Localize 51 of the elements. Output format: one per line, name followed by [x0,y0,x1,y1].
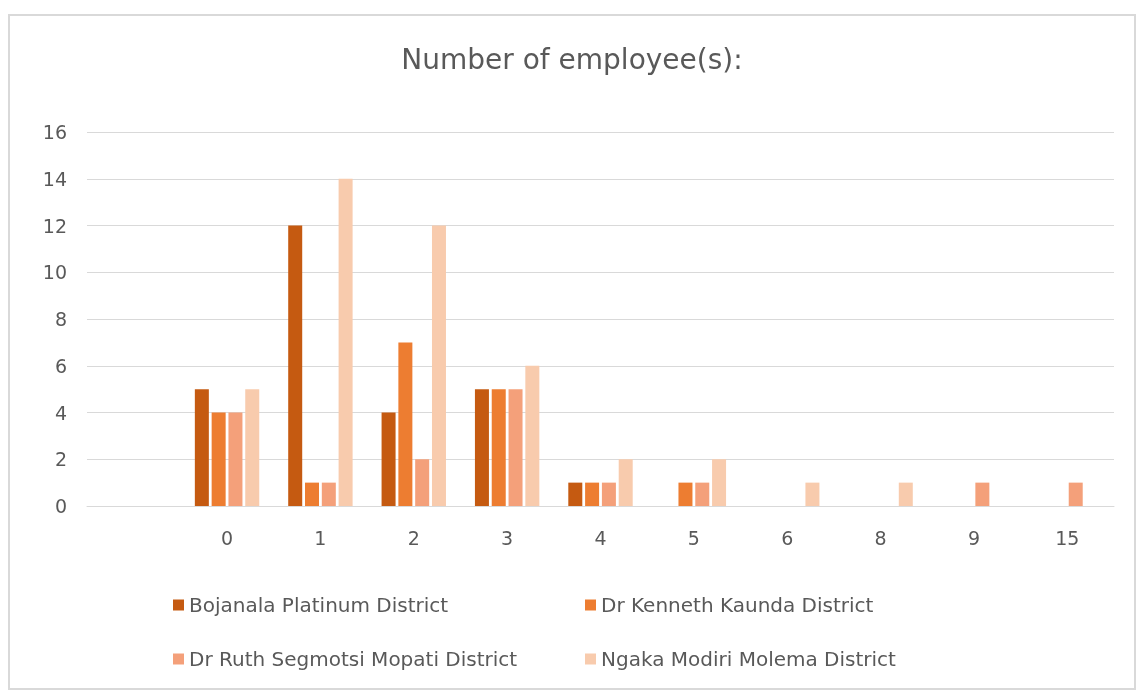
bar [568,482,583,506]
y-tick-label: 12 [42,214,67,237]
y-tick-label: 8 [54,308,67,330]
bar [228,412,243,506]
bar [525,365,540,506]
bar [898,482,913,506]
bar [431,225,446,506]
bar [695,482,710,506]
x-tick-label: 15 [1055,526,1080,549]
bar [805,482,820,506]
bar [288,225,303,506]
bar [618,459,633,506]
y-tick-label: 6 [54,354,67,377]
x-tick-label: 4 [594,526,607,549]
bar [508,389,523,506]
x-tick-label: 8 [874,526,887,549]
bar [491,389,506,506]
chart-title: Number of employee(s): [401,42,743,76]
bar [1068,482,1083,506]
legend-label: Dr Ruth Segmotsi Mopati District [189,647,518,671]
y-tick-label: 14 [42,167,67,190]
y-tick-label: 0 [54,495,67,517]
y-tick-label: 4 [54,401,67,424]
bar [474,389,489,506]
x-tick-label: 3 [501,526,514,549]
bar [585,482,600,506]
legend-label: Bojanala Platinum District [189,593,449,617]
bar [601,482,616,506]
bar [712,459,727,506]
legend-label: Dr Kenneth Kaunda District [601,593,874,617]
x-tick-label: 0 [221,526,234,549]
bar [338,178,353,506]
x-tick-label: 6 [781,526,794,549]
bar [678,482,693,506]
x-tick-label: 1 [314,526,327,549]
bar [245,389,260,506]
x-tick-label: 9 [967,526,980,549]
bar [321,482,336,506]
bar [381,412,396,506]
bar [194,389,209,506]
bar [305,482,320,506]
legend-label: Ngaka Modiri Molema District [601,647,897,671]
y-tick-label: 2 [54,448,67,471]
y-tick-label: 10 [42,261,67,284]
y-tick-label: 16 [42,121,67,143]
bar [211,412,226,506]
bar [398,342,413,506]
bar [415,459,430,506]
x-tick-label: 5 [687,526,700,549]
x-tick-label: 2 [407,526,420,549]
bar [975,482,990,506]
